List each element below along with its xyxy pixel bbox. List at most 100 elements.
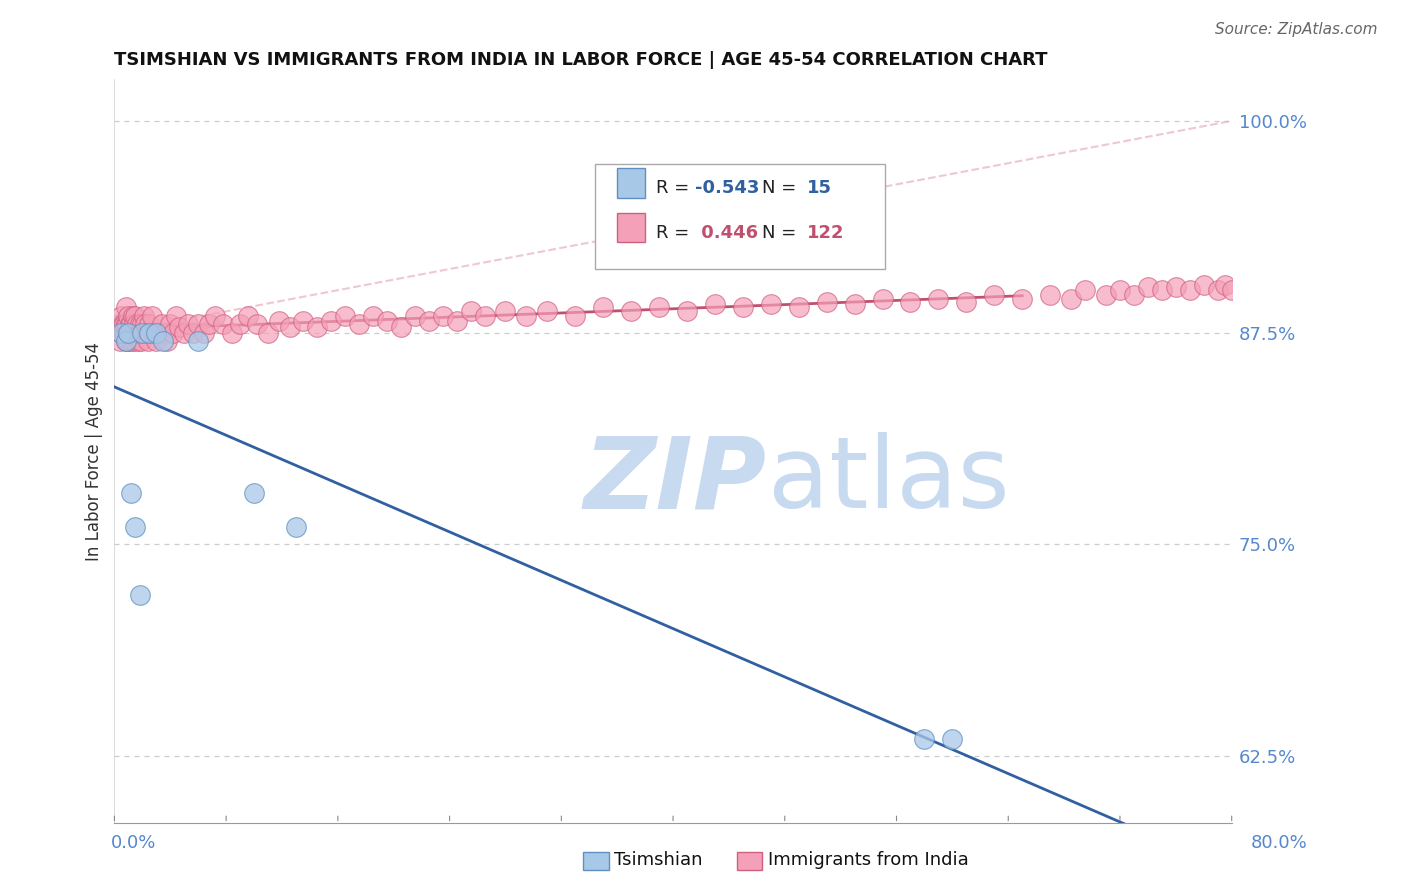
Point	[177, 317, 200, 331]
Point	[187, 334, 209, 348]
Point	[333, 309, 356, 323]
Point	[1213, 278, 1236, 293]
Point	[129, 334, 152, 348]
Point	[156, 334, 179, 348]
Point	[1060, 292, 1083, 306]
Text: Immigrants from India: Immigrants from India	[768, 851, 969, 869]
Point	[117, 326, 139, 340]
Point	[136, 334, 159, 348]
Point	[305, 320, 328, 334]
Point	[150, 317, 173, 331]
Point	[118, 326, 141, 340]
Point	[131, 326, 153, 340]
Point	[122, 317, 145, 331]
Point	[1150, 283, 1173, 297]
Point	[128, 326, 150, 340]
Point	[285, 520, 308, 534]
Point	[1039, 288, 1062, 302]
Point	[955, 295, 977, 310]
Point	[1178, 283, 1201, 297]
Point	[181, 326, 204, 340]
Text: 0.446: 0.446	[696, 224, 758, 242]
Point	[592, 300, 614, 314]
Point	[257, 326, 280, 340]
Point	[238, 309, 260, 323]
Point	[1109, 283, 1132, 297]
Text: Tsimshian: Tsimshian	[614, 851, 703, 869]
Point	[138, 326, 160, 340]
Bar	[617, 169, 645, 198]
Point	[127, 326, 149, 340]
Point	[280, 320, 302, 334]
Point	[131, 326, 153, 340]
Point	[787, 300, 810, 314]
Point	[111, 317, 134, 331]
Point	[204, 309, 226, 323]
Point	[648, 300, 671, 314]
Point	[361, 309, 384, 323]
Point	[110, 326, 132, 340]
Text: atlas: atlas	[768, 433, 1010, 529]
Point	[121, 309, 143, 323]
Point	[165, 309, 187, 323]
Point	[142, 326, 165, 340]
Point	[620, 303, 643, 318]
Point	[112, 317, 135, 331]
Point	[128, 317, 150, 331]
Point	[941, 731, 963, 746]
Text: 122: 122	[807, 224, 845, 242]
Text: R =: R =	[657, 179, 696, 197]
Point	[148, 326, 170, 340]
Point	[138, 326, 160, 340]
Point	[128, 588, 150, 602]
Point	[927, 292, 949, 306]
Point	[124, 309, 146, 323]
Bar	[617, 213, 645, 243]
FancyBboxPatch shape	[595, 164, 886, 268]
Point	[131, 317, 153, 331]
Point	[474, 309, 496, 323]
Point	[1136, 280, 1159, 294]
Point	[432, 309, 454, 323]
Point	[515, 309, 537, 323]
Point	[118, 317, 141, 331]
Point	[1206, 283, 1229, 297]
Y-axis label: In Labor Force | Age 45-54: In Labor Force | Age 45-54	[86, 342, 103, 560]
Point	[229, 317, 252, 331]
Point	[872, 292, 894, 306]
Point	[221, 326, 243, 340]
Point	[117, 334, 139, 348]
Point	[389, 320, 412, 334]
Point	[117, 309, 139, 323]
Text: Source: ZipAtlas.com: Source: ZipAtlas.com	[1215, 22, 1378, 37]
Point	[446, 313, 468, 327]
Point	[167, 320, 190, 334]
Point	[187, 317, 209, 331]
Point	[120, 334, 142, 348]
Point	[145, 326, 167, 340]
Point	[564, 309, 586, 323]
Point	[912, 731, 935, 746]
Point	[291, 313, 314, 327]
Text: R =: R =	[657, 224, 696, 242]
Point	[704, 297, 727, 311]
Point	[132, 309, 155, 323]
Point	[112, 326, 135, 340]
Point	[1122, 288, 1144, 302]
Point	[110, 309, 132, 323]
Point	[418, 313, 440, 327]
Point	[1164, 280, 1187, 294]
Point	[153, 326, 176, 340]
Point	[134, 317, 156, 331]
Point	[108, 334, 131, 348]
Point	[152, 334, 174, 348]
Point	[120, 486, 142, 500]
Text: 0.0%: 0.0%	[111, 834, 156, 852]
Text: ZIP: ZIP	[583, 433, 766, 529]
Point	[110, 326, 132, 340]
Point	[124, 520, 146, 534]
Point	[193, 326, 215, 340]
Point	[120, 317, 142, 331]
Point	[107, 317, 129, 331]
Point	[375, 313, 398, 327]
